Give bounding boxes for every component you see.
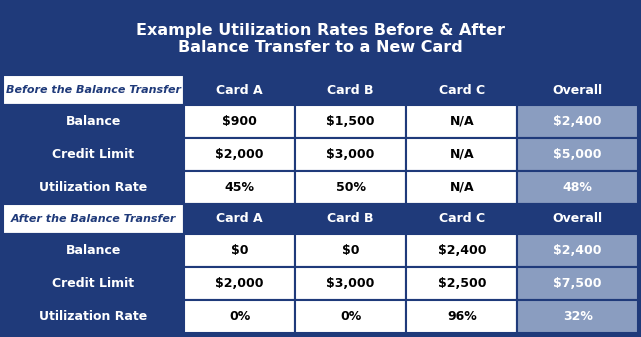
Text: $2,400: $2,400 xyxy=(553,244,602,257)
Text: 45%: 45% xyxy=(224,181,254,194)
Bar xyxy=(184,171,295,204)
Bar xyxy=(517,138,638,171)
Text: Card B: Card B xyxy=(328,213,374,225)
Bar xyxy=(406,267,517,300)
Text: Card A: Card A xyxy=(216,213,263,225)
Text: $0: $0 xyxy=(231,244,248,257)
Text: $2,500: $2,500 xyxy=(438,277,486,290)
Text: 0%: 0% xyxy=(229,310,250,323)
Bar xyxy=(295,300,406,333)
Text: $900: $900 xyxy=(222,115,257,128)
Bar xyxy=(184,138,295,171)
Bar xyxy=(406,234,517,267)
Bar xyxy=(184,267,295,300)
Bar xyxy=(295,75,406,105)
Bar xyxy=(3,3,638,75)
Bar xyxy=(3,171,184,204)
Text: $2,400: $2,400 xyxy=(438,244,486,257)
Bar xyxy=(406,171,517,204)
Bar xyxy=(295,138,406,171)
Bar xyxy=(517,267,638,300)
Text: $3,000: $3,000 xyxy=(326,277,375,290)
Bar xyxy=(406,105,517,138)
Bar xyxy=(3,75,184,105)
Text: Before the Balance Transfer: Before the Balance Transfer xyxy=(6,85,181,95)
Text: Balance: Balance xyxy=(66,115,121,128)
Bar xyxy=(3,300,184,333)
Text: N/A: N/A xyxy=(449,115,474,128)
Bar xyxy=(517,105,638,138)
Bar xyxy=(517,171,638,204)
Bar xyxy=(406,75,517,105)
Text: $3,000: $3,000 xyxy=(326,148,375,161)
Bar xyxy=(3,105,184,138)
Bar xyxy=(184,234,295,267)
Text: $7,500: $7,500 xyxy=(553,277,602,290)
Text: Utilization Rate: Utilization Rate xyxy=(39,181,147,194)
Bar xyxy=(406,300,517,333)
Text: Card A: Card A xyxy=(216,84,263,96)
Text: After the Balance Transfer: After the Balance Transfer xyxy=(11,214,176,224)
Bar xyxy=(184,204,295,234)
Bar xyxy=(3,234,184,267)
Bar xyxy=(3,204,184,234)
Text: Credit Limit: Credit Limit xyxy=(53,148,135,161)
Bar xyxy=(3,267,184,300)
Text: 32%: 32% xyxy=(563,310,593,323)
Bar xyxy=(406,204,517,234)
Bar xyxy=(295,234,406,267)
Bar xyxy=(184,300,295,333)
Text: Balance: Balance xyxy=(66,244,121,257)
Text: Card B: Card B xyxy=(328,84,374,96)
Bar xyxy=(295,204,406,234)
Bar xyxy=(3,138,184,171)
Text: Example Utilization Rates Before & After
Balance Transfer to a New Card: Example Utilization Rates Before & After… xyxy=(136,23,505,55)
Text: 48%: 48% xyxy=(563,181,593,194)
Bar xyxy=(184,105,295,138)
Text: $0: $0 xyxy=(342,244,360,257)
Text: Credit Limit: Credit Limit xyxy=(53,277,135,290)
Bar xyxy=(295,171,406,204)
Bar xyxy=(517,300,638,333)
Bar xyxy=(295,105,406,138)
Text: Overall: Overall xyxy=(553,213,603,225)
Text: 96%: 96% xyxy=(447,310,477,323)
Text: N/A: N/A xyxy=(449,148,474,161)
Text: 0%: 0% xyxy=(340,310,362,323)
Text: $1,500: $1,500 xyxy=(326,115,375,128)
Text: Utilization Rate: Utilization Rate xyxy=(39,310,147,323)
Text: Card C: Card C xyxy=(438,213,485,225)
Text: 50%: 50% xyxy=(336,181,365,194)
Bar xyxy=(184,75,295,105)
Text: Overall: Overall xyxy=(553,84,603,96)
Text: $5,000: $5,000 xyxy=(553,148,602,161)
Text: $2,400: $2,400 xyxy=(553,115,602,128)
Bar xyxy=(517,204,638,234)
Text: $2,000: $2,000 xyxy=(215,148,264,161)
Bar xyxy=(295,267,406,300)
Bar xyxy=(517,75,638,105)
Text: N/A: N/A xyxy=(449,181,474,194)
Text: $2,000: $2,000 xyxy=(215,277,264,290)
Bar xyxy=(517,234,638,267)
Text: Card C: Card C xyxy=(438,84,485,96)
Bar xyxy=(406,138,517,171)
